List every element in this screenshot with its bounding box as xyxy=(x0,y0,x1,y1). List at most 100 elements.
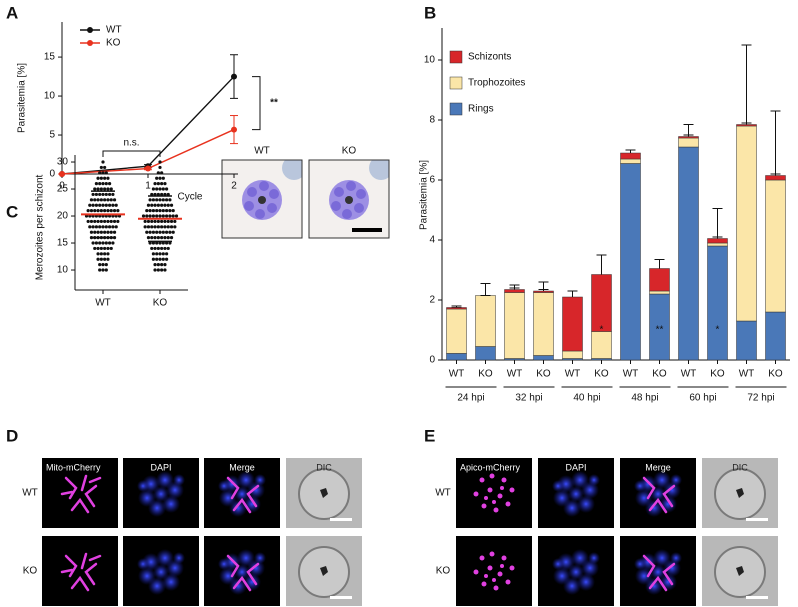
legend-label: Schizonts xyxy=(468,52,511,63)
panel-label: E xyxy=(424,426,435,445)
micrograph xyxy=(123,536,199,606)
bar-segment xyxy=(562,350,583,359)
dot-row xyxy=(153,268,167,272)
dot xyxy=(161,257,165,261)
y-tick-label: 10 xyxy=(424,55,436,66)
dot xyxy=(89,219,94,224)
dot-row xyxy=(86,219,120,224)
dot xyxy=(158,165,162,170)
dot xyxy=(96,252,100,256)
x-tick-label: KO xyxy=(478,369,493,380)
bar-segment xyxy=(765,179,786,313)
legend-label: Rings xyxy=(468,104,494,115)
dot xyxy=(148,198,152,202)
dot xyxy=(116,219,120,224)
dot xyxy=(166,246,170,251)
y-tick-label: 2 xyxy=(429,295,435,306)
dot-row xyxy=(88,203,118,207)
significance-label: ** xyxy=(270,98,278,109)
dot xyxy=(148,214,152,218)
dot xyxy=(156,263,160,267)
dot xyxy=(108,241,112,245)
x-tick-label: 2 xyxy=(231,181,237,192)
dot xyxy=(99,257,103,261)
dot xyxy=(91,225,95,229)
bar-segment xyxy=(620,163,641,361)
bar-segment xyxy=(707,242,728,247)
dot xyxy=(158,209,162,213)
dot xyxy=(146,219,151,224)
dot xyxy=(96,209,100,213)
dot xyxy=(150,246,154,251)
dot xyxy=(168,241,172,245)
dot xyxy=(96,198,100,202)
dot xyxy=(160,203,164,207)
dot xyxy=(104,225,108,229)
bar-segment xyxy=(475,295,496,347)
dot-row xyxy=(93,187,113,191)
significance-label: n.s. xyxy=(123,138,139,149)
dot xyxy=(109,187,113,191)
dot xyxy=(103,187,107,191)
dot xyxy=(91,203,95,207)
bar-segment xyxy=(620,158,641,164)
dot xyxy=(165,187,169,191)
dot xyxy=(158,160,162,164)
dot xyxy=(160,171,164,175)
series-line xyxy=(61,76,235,175)
dot xyxy=(174,214,179,218)
dot xyxy=(101,171,105,175)
micrograph xyxy=(620,536,696,606)
dot xyxy=(163,236,167,240)
x-tick-label: 0 xyxy=(59,181,65,192)
legend-label: Trophozoites xyxy=(468,78,525,89)
dot xyxy=(106,187,110,191)
dot xyxy=(103,198,107,202)
dot xyxy=(111,241,115,245)
dot-row xyxy=(145,209,175,213)
dot xyxy=(98,171,102,175)
dot xyxy=(99,198,103,202)
dot xyxy=(171,230,175,234)
dot xyxy=(151,257,155,261)
row-label: WT xyxy=(435,488,451,499)
dot xyxy=(155,252,159,256)
dot xyxy=(101,268,105,272)
dot-row xyxy=(143,219,177,224)
group-label: 24 hpi xyxy=(457,393,484,404)
dot xyxy=(161,241,165,245)
significance-label: ** xyxy=(656,325,664,336)
micrograph xyxy=(702,536,778,606)
x-tick-label: WT xyxy=(739,369,755,380)
image-label: WT xyxy=(254,146,270,157)
dot-row xyxy=(151,257,169,261)
dot xyxy=(160,182,164,186)
dot xyxy=(86,219,90,224)
dot xyxy=(101,225,105,229)
dot xyxy=(168,209,172,213)
micrographs xyxy=(42,159,778,606)
dot xyxy=(106,219,110,224)
dot xyxy=(99,230,103,234)
row-label: KO xyxy=(436,566,451,577)
dot xyxy=(112,209,117,213)
dot xyxy=(156,203,160,207)
dot xyxy=(143,219,147,224)
legend-label: WT xyxy=(106,25,122,36)
dot xyxy=(156,171,160,175)
dot xyxy=(166,236,170,240)
dot xyxy=(158,187,162,191)
dot xyxy=(93,246,97,251)
dot-row xyxy=(146,236,174,240)
dot xyxy=(93,198,97,202)
y-tick-label: 30 xyxy=(57,157,69,168)
dot xyxy=(166,219,170,224)
dot xyxy=(150,236,154,240)
x-tick-label: KO xyxy=(594,369,609,380)
group-label: 60 hpi xyxy=(689,393,716,404)
dot xyxy=(108,203,112,207)
dot xyxy=(104,192,108,197)
dot xyxy=(103,209,107,213)
bar-segment xyxy=(475,346,496,361)
dot xyxy=(93,187,97,191)
